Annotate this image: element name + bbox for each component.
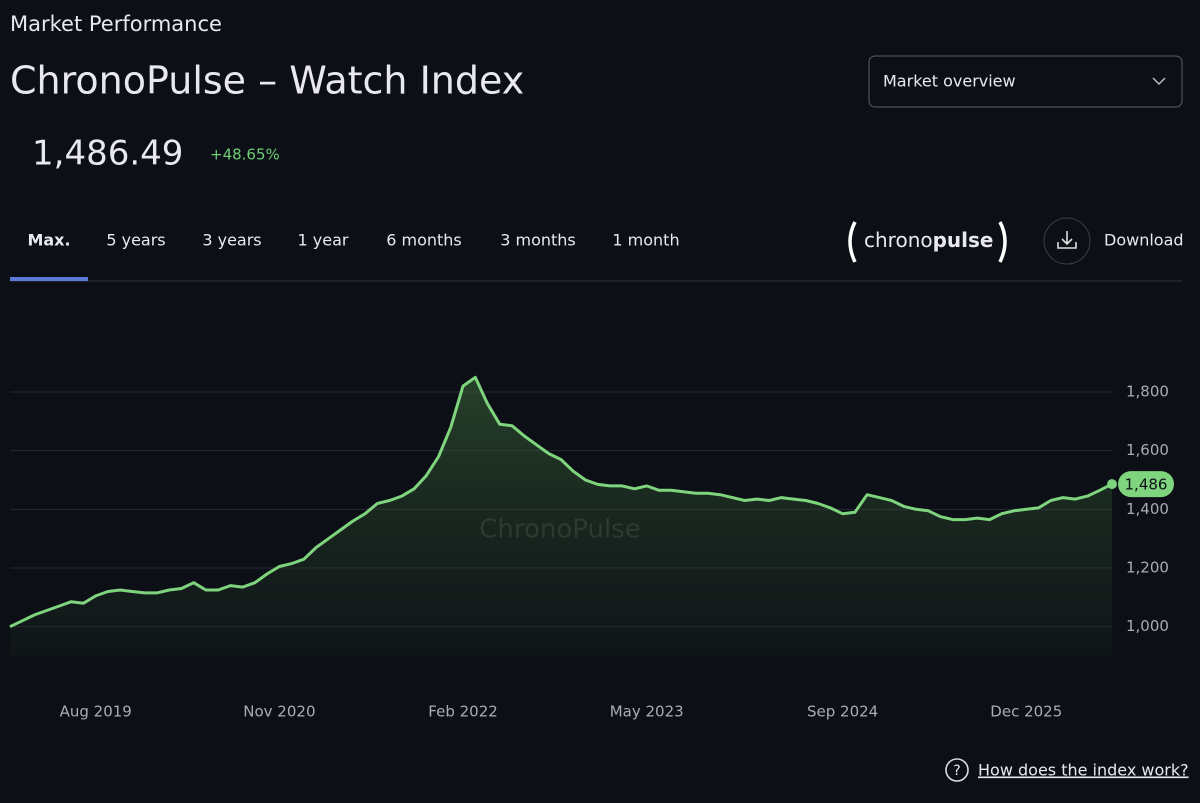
chevron — [1152, 77, 1166, 86]
logo-bracket — [848, 221, 857, 263]
x-tick-label: Aug 2019 — [60, 703, 132, 721]
value-label: 1,486 — [1125, 476, 1168, 494]
logo-text: chrono — [864, 228, 933, 252]
download-icon — [1057, 231, 1077, 249]
download-label[interactable]: Download — [1104, 231, 1184, 250]
tab[interactable]: 6 months — [386, 231, 462, 250]
x-tick-label: Feb 2022 — [428, 703, 498, 721]
page-title: ChronoPulse – Watch Index — [10, 59, 524, 103]
x-tick-label: Nov 2020 — [243, 703, 315, 721]
y-tick-label: 1,400 — [1126, 500, 1169, 518]
tab[interactable]: 3 months — [500, 231, 576, 250]
y-tick-label: 1,600 — [1126, 441, 1169, 459]
y-tick-label: 1,200 — [1126, 559, 1169, 577]
tab[interactable]: Max. — [27, 231, 70, 250]
section-title: Market Performance — [10, 12, 222, 36]
line — [9, 375, 1113, 629]
x-tick-label: May 2023 — [610, 703, 684, 721]
x-tick-label: Sep 2024 — [807, 703, 878, 721]
x-tick-label: Dec 2025 — [990, 703, 1062, 721]
download-button[interactable]: Download — [1043, 217, 1184, 265]
svg-text:chronopulse: chronopulse — [864, 228, 994, 252]
download-circle[interactable] — [1043, 217, 1091, 265]
logo-bracket — [998, 221, 1007, 263]
value-badge — [1118, 471, 1174, 498]
help-icon — [945, 758, 969, 782]
change: +48.65% — [210, 146, 280, 164]
help-link[interactable]: ? How does the index work? — [945, 758, 1189, 782]
logo: chronopulse — [848, 221, 1007, 263]
tabs: Max. 5 years 3 years 1 year 6 months 3 months… — [27, 231, 679, 250]
active-tab-indicator — [10, 277, 88, 281]
y-tick-label: 1,000 — [1126, 617, 1169, 635]
dropdown-label[interactable]: Market overview — [883, 72, 1016, 91]
tab[interactable]: 5 years — [106, 231, 165, 250]
chart: 1,000 1,200 1,400 1,600 1,800 Aug 2019 Nov 202… — [9, 375, 1174, 721]
end-point — [1107, 479, 1117, 490]
y-tick-label: 1,800 — [1126, 383, 1169, 401]
price: 1,486.49 — [32, 134, 183, 174]
dropdown[interactable]: Market overview — [868, 55, 1183, 108]
logo-text: pulse — [933, 228, 994, 252]
tab[interactable]: 1 month — [612, 231, 679, 250]
tab[interactable]: 1 year — [298, 231, 349, 250]
tab[interactable]: 3 years — [202, 231, 261, 250]
area — [10, 377, 1112, 656]
help-text[interactable]: How does the index work? — [978, 761, 1189, 780]
help-icon-mark: ? — [953, 763, 960, 779]
dropdown-box[interactable] — [868, 55, 1183, 108]
